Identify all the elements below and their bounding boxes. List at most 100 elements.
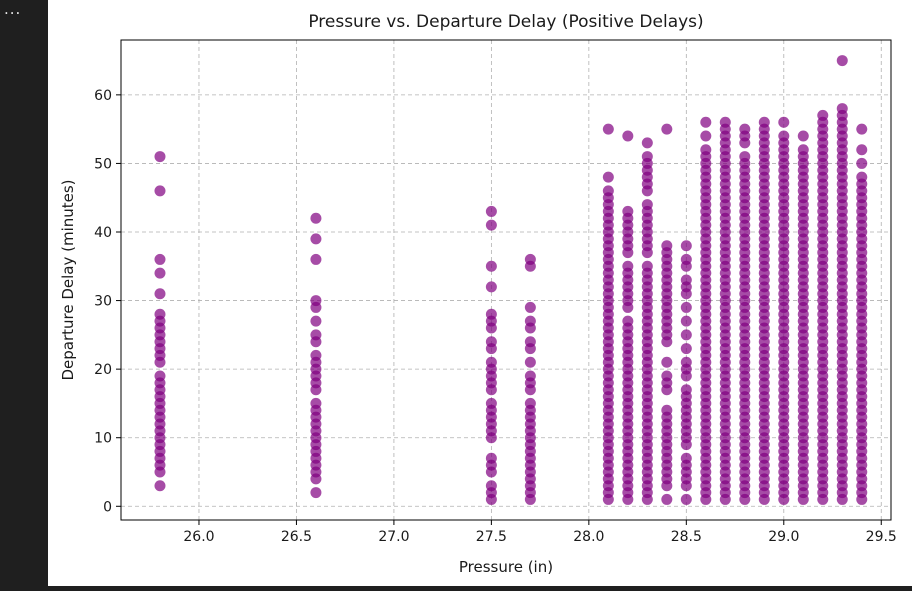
scatter-point xyxy=(856,171,868,183)
scatter-point xyxy=(700,130,712,142)
y-tick-label: 10 xyxy=(94,431,112,447)
scatter-point xyxy=(641,199,653,211)
x-tick-label: 27.5 xyxy=(476,529,507,545)
scatter-point xyxy=(817,109,829,121)
scatter-point xyxy=(154,308,166,320)
scatter-point xyxy=(310,397,322,409)
scatter-point xyxy=(778,130,790,142)
scatter-point xyxy=(524,370,536,382)
x-tick-label: 26.0 xyxy=(183,529,214,545)
scatter-point xyxy=(622,130,634,142)
y-axis-label: Departure Delay (minutes) xyxy=(59,179,77,380)
scatter-point xyxy=(485,356,497,368)
scatter-point xyxy=(856,157,868,169)
x-tick-label: 26.5 xyxy=(281,529,312,545)
scatter-point xyxy=(758,116,770,128)
scatter-point xyxy=(661,370,673,382)
scatter-point xyxy=(719,116,731,128)
scatter-point xyxy=(485,205,497,217)
ticks-layer: 26.0 26.5 27.0 27.5 28.0 28.5 29.0 29.5 0 10 20 30 4… xyxy=(94,88,897,545)
scatter-point xyxy=(310,233,322,245)
x-axis-label: Pressure (in) xyxy=(459,558,553,576)
scatter-point xyxy=(641,137,653,149)
scatter-point xyxy=(680,301,692,313)
scatter-point xyxy=(836,103,848,115)
scatter-point xyxy=(524,315,536,327)
scatter-point xyxy=(778,116,790,128)
x-tick-label: 28.0 xyxy=(573,529,604,545)
scatter-point xyxy=(661,123,673,135)
points-layer xyxy=(154,55,868,505)
scatter-point xyxy=(700,144,712,156)
scatter-point xyxy=(680,343,692,355)
scatter-point xyxy=(680,274,692,286)
scatter-point xyxy=(661,404,673,416)
y-tick-label: 20 xyxy=(94,362,112,378)
scatter-point xyxy=(524,301,536,313)
cell-more-ellipsis[interactable]: ... xyxy=(4,0,22,18)
scatter-point xyxy=(524,336,536,348)
scatter-point xyxy=(739,123,751,135)
scatter-point xyxy=(154,480,166,492)
scatter-point xyxy=(680,493,692,505)
cell-gutter: ... xyxy=(0,0,48,591)
scatter-point xyxy=(154,253,166,265)
scatter-point xyxy=(680,253,692,265)
x-tick-label: 29.5 xyxy=(866,529,897,545)
scatter-point xyxy=(641,260,653,272)
scatter-point xyxy=(797,144,809,156)
scatter-point xyxy=(680,315,692,327)
scatter-point xyxy=(622,260,634,272)
scatter-point xyxy=(154,267,166,279)
x-tick-label: 27.0 xyxy=(378,529,409,545)
scatter-point xyxy=(661,493,673,505)
scatter-point xyxy=(485,452,497,464)
scatter-point xyxy=(602,185,614,197)
scatter-point xyxy=(739,151,751,163)
scatter-point xyxy=(310,253,322,265)
scatter-point xyxy=(310,295,322,307)
x-tick-label: 28.5 xyxy=(671,529,702,545)
scatter-point xyxy=(680,356,692,368)
scatter-point xyxy=(310,212,322,224)
bottom-strip xyxy=(48,586,912,591)
scatter-point xyxy=(680,384,692,396)
scatter-point xyxy=(154,185,166,197)
scatter-point xyxy=(310,487,322,499)
scatter-point xyxy=(680,240,692,252)
scatter-point xyxy=(856,144,868,156)
scatter-point xyxy=(524,356,536,368)
scatter-point xyxy=(856,123,868,135)
scatter-point xyxy=(622,205,634,217)
scatter-point xyxy=(310,329,322,341)
scatter-point xyxy=(310,315,322,327)
scatter-point xyxy=(797,130,809,142)
scatter-point xyxy=(154,288,166,300)
scatter-point xyxy=(661,356,673,368)
scatter-point xyxy=(154,370,166,382)
y-tick-label: 0 xyxy=(103,499,112,515)
scatter-point xyxy=(622,315,634,327)
scatter-point xyxy=(485,308,497,320)
scatter-chart: 26.0 26.5 27.0 27.5 28.0 28.5 29.0 29.5 0 10 20 30 4… xyxy=(59,12,897,576)
plot-frame xyxy=(120,39,892,521)
scatter-point xyxy=(485,397,497,409)
scatter-point xyxy=(485,336,497,348)
y-tick-label: 30 xyxy=(94,294,112,310)
scatter-point xyxy=(602,123,614,135)
scatter-point xyxy=(485,281,497,293)
scatter-point xyxy=(154,151,166,163)
scatter-point xyxy=(700,116,712,128)
output-panel: 26.0 26.5 27.0 27.5 28.0 28.5 29.0 29.5 0 10 20 30 4… xyxy=(48,0,912,586)
scatter-point xyxy=(680,452,692,464)
x-tick-label: 29.0 xyxy=(768,529,799,545)
scatter-point xyxy=(524,253,536,265)
scatter-point xyxy=(485,480,497,492)
scatter-point xyxy=(310,349,322,361)
y-tick-label: 60 xyxy=(94,88,112,104)
scatter-point xyxy=(661,240,673,252)
scatter-point xyxy=(602,171,614,183)
scatter-point xyxy=(641,151,653,163)
scatter-point xyxy=(485,219,497,231)
grid-layer xyxy=(121,40,891,520)
